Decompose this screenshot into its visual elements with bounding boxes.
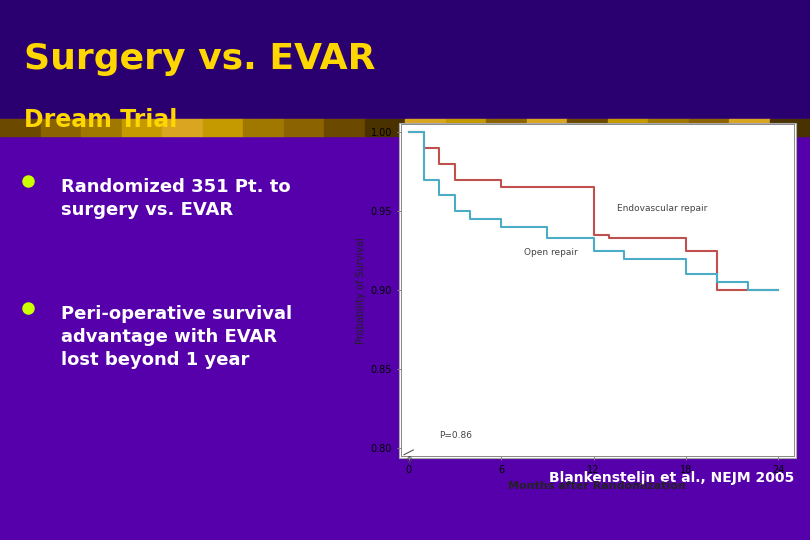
- Bar: [243, 119, 284, 136]
- Text: 0: 0: [406, 456, 411, 465]
- Bar: [364, 119, 405, 136]
- Text: Randomized 351 Pt. to
surgery vs. EVAR: Randomized 351 Pt. to surgery vs. EVAR: [61, 178, 290, 219]
- Bar: [122, 119, 162, 136]
- Text: Endovascular repair: Endovascular repair: [616, 204, 707, 213]
- Y-axis label: Probability of Survival: Probability of Survival: [356, 237, 366, 343]
- Text: P=0.86: P=0.86: [440, 431, 472, 440]
- Bar: [405, 119, 446, 136]
- X-axis label: Months after Randomization: Months after Randomization: [509, 481, 686, 491]
- Text: Surgery vs. EVAR: Surgery vs. EVAR: [24, 43, 376, 76]
- Text: Dream Trial: Dream Trial: [24, 108, 177, 132]
- Bar: [608, 119, 648, 136]
- Bar: [324, 119, 364, 136]
- Bar: [40, 119, 81, 136]
- Bar: [0, 0, 810, 119]
- Bar: [0, 119, 40, 136]
- Text: Blankensteljn et al., NEJM 2005: Blankensteljn et al., NEJM 2005: [548, 471, 794, 485]
- Bar: [0, 119, 810, 136]
- Bar: [486, 119, 526, 136]
- Bar: [526, 119, 567, 136]
- Bar: [770, 119, 810, 136]
- Bar: [648, 119, 688, 136]
- Bar: [81, 119, 122, 136]
- Bar: [567, 119, 608, 136]
- Text: Peri-operative survival
advantage with EVAR
lost beyond 1 year: Peri-operative survival advantage with E…: [61, 305, 292, 369]
- Bar: [202, 119, 243, 136]
- Bar: [446, 119, 486, 136]
- Text: Open repair: Open repair: [524, 248, 578, 257]
- Bar: [729, 119, 770, 136]
- Bar: [688, 119, 729, 136]
- Bar: [399, 123, 796, 458]
- Bar: [162, 119, 202, 136]
- Bar: [284, 119, 324, 136]
